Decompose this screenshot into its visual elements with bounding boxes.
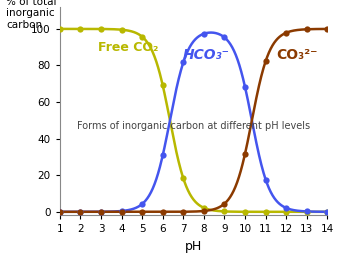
Text: CO₃²⁻: CO₃²⁻: [276, 48, 317, 62]
Text: Free CO₂: Free CO₂: [98, 41, 158, 54]
Text: Forms of inorganic carbon at different pH levels: Forms of inorganic carbon at different p…: [77, 121, 310, 131]
Y-axis label: % of total
inorganic
carbon: % of total inorganic carbon: [6, 0, 57, 30]
Text: HCO₃⁻: HCO₃⁻: [182, 48, 229, 62]
X-axis label: pH: pH: [185, 240, 202, 253]
